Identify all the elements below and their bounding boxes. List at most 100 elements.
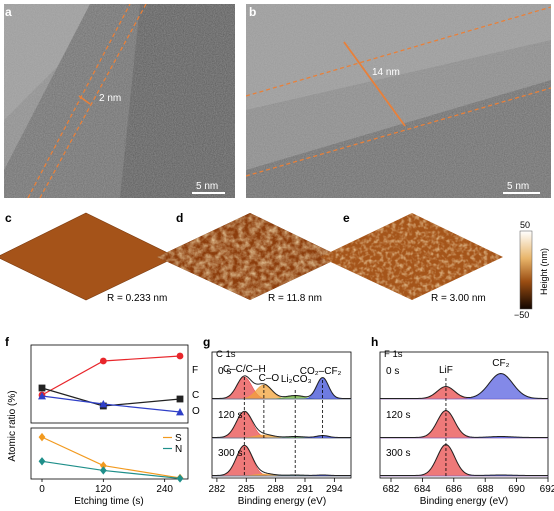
data-point-f: [176, 352, 184, 360]
roughness-label-e: R = 3.00 nm: [431, 293, 486, 304]
x-tick-label: 294: [326, 484, 343, 495]
spectrum-envelope: [380, 443, 548, 476]
legend-label-s: S: [175, 433, 182, 444]
f-x-ticks: 0 120 240: [39, 479, 173, 495]
row-label: 120 s: [218, 410, 242, 421]
height-colorbar: 50 −50 Height (nm): [514, 220, 549, 320]
data-point-n: [176, 474, 184, 483]
spectrum-envelope: [211, 410, 351, 438]
g-xlabel: Binding energy (eV): [238, 496, 326, 507]
x-tick-label: 688: [477, 484, 494, 495]
h-title: F 1s: [384, 349, 403, 360]
data-point-n: [38, 457, 46, 466]
g-title: C 1s: [216, 349, 236, 360]
data-point-o: [176, 408, 184, 416]
panel-label-f: f: [5, 335, 10, 349]
x-tick-label: 240: [156, 484, 173, 495]
data-point-n: [99, 466, 107, 475]
x-tick-label: 0: [39, 484, 45, 495]
g-plot: 282 285 288 291 294 0 s 120 s 300 s C–C/C–HC–O Li…: [209, 364, 351, 495]
spectrum-envelope: [380, 409, 549, 438]
panel-label-b: b: [249, 5, 256, 19]
spectrum-envelope: [380, 373, 549, 399]
h-axes: [379, 351, 549, 479]
x-tick-label: 690: [508, 484, 525, 495]
peak-label: Li₂CO₃: [281, 374, 312, 385]
data-point-o: [38, 392, 46, 400]
panel-label-c: c: [5, 211, 12, 225]
f-ylabel: Atomic ratio (%): [7, 390, 18, 461]
series-line-c: [41, 387, 181, 407]
panel-label-e: e: [343, 211, 350, 225]
row-label: 120 s: [386, 410, 410, 421]
colorbar-title: Height (nm): [539, 248, 549, 295]
h-xlabel: Binding energy (eV): [420, 496, 508, 507]
thickness-label-b: 14 nm: [372, 67, 400, 78]
data-point-s: [38, 432, 46, 442]
peak-label: LiF: [439, 365, 453, 376]
row-label: 0 s: [386, 366, 399, 377]
thickness-marker: [343, 41, 406, 127]
colorbar-min: −50: [514, 310, 529, 320]
panel-label-a: a: [5, 5, 12, 19]
layer-boundary-line: [246, 6, 551, 97]
panel-label-d: d: [176, 211, 183, 225]
peak-label: CF₂: [492, 358, 509, 369]
f-bottom-plot: SN: [38, 432, 184, 483]
legend-label-f: F: [192, 365, 198, 376]
x-tick-label: 282: [209, 484, 226, 495]
scale-label-a: 5 nm: [196, 181, 218, 192]
colorbar-gradient: [519, 230, 533, 310]
f-bottom-axes: [30, 427, 189, 480]
panel-e: e R = 3.00 nm: [320, 211, 503, 304]
f-top-plot: F CO: [38, 352, 200, 417]
thickness-label-a: 2 nm: [99, 93, 121, 104]
h-plot: 682 684 686 688 690 692 0 s 120 s 300 s LiF CF₂: [380, 358, 554, 495]
spectrum-envelope: [211, 444, 351, 476]
data-point-c: [38, 384, 46, 392]
peak-label: C–C/C–H: [223, 364, 266, 375]
x-tick-label: 285: [238, 484, 255, 495]
layer-boundary-line: [246, 87, 551, 177]
row-label: 300 s: [218, 448, 242, 459]
panel-label-g: g: [203, 335, 210, 349]
series-line-o: [41, 395, 181, 413]
roughness-label-d: R = 11.8 nm: [268, 293, 322, 304]
series-line-n: [41, 460, 181, 480]
peak-label: CO₂–CF₂: [300, 366, 342, 377]
f-xlabel: Etching time (s): [74, 496, 143, 507]
f-top-axes: [30, 344, 189, 424]
panel-f: f Atomic ratio (%) F CO SN 0 120 240 Etchin…: [5, 335, 200, 507]
spectrum-envelope: [211, 375, 351, 399]
legend-label-o: O: [192, 406, 200, 417]
data-point-o: [99, 400, 108, 408]
panel-d: d R = 11.8 nm: [157, 211, 341, 304]
roughness-label-c: R = 0.233 nm: [107, 293, 167, 304]
x-tick-label: 291: [297, 484, 314, 495]
legend-label-n: N: [175, 444, 182, 455]
x-tick-label: 682: [383, 484, 400, 495]
scale-label-b: 5 nm: [507, 181, 529, 192]
panel-label-h: h: [371, 335, 378, 349]
panel-g: g C 1s 282 285 288 291 294 0 s 120 s 300 s C–C/C…: [203, 335, 352, 507]
x-tick-label: 692: [540, 484, 554, 495]
panel-a: a 2 nm 5 nm: [4, 4, 235, 198]
g-axes: [211, 351, 352, 479]
layer-boundary-line: [27, 4, 131, 198]
x-tick-label: 288: [267, 484, 284, 495]
series-line-f: [41, 355, 181, 396]
panel-h: h F 1s 682 684 686 688 690 692 0 s 120 s 300 s Li…: [371, 335, 554, 507]
peak-0-1: [380, 373, 549, 400]
afm-surface-c: [0, 213, 176, 300]
layer-boundary-line: [39, 4, 147, 198]
x-tick-label: 686: [445, 484, 462, 495]
x-tick-label: 684: [414, 484, 431, 495]
row-label: 300 s: [386, 448, 410, 459]
x-tick-label: 120: [95, 484, 112, 495]
thickness-marker: [78, 95, 91, 105]
legend-label-c: C: [192, 390, 199, 401]
peak-label: C–O: [259, 373, 280, 384]
panel-c: c R = 0.233 nm: [0, 211, 177, 304]
